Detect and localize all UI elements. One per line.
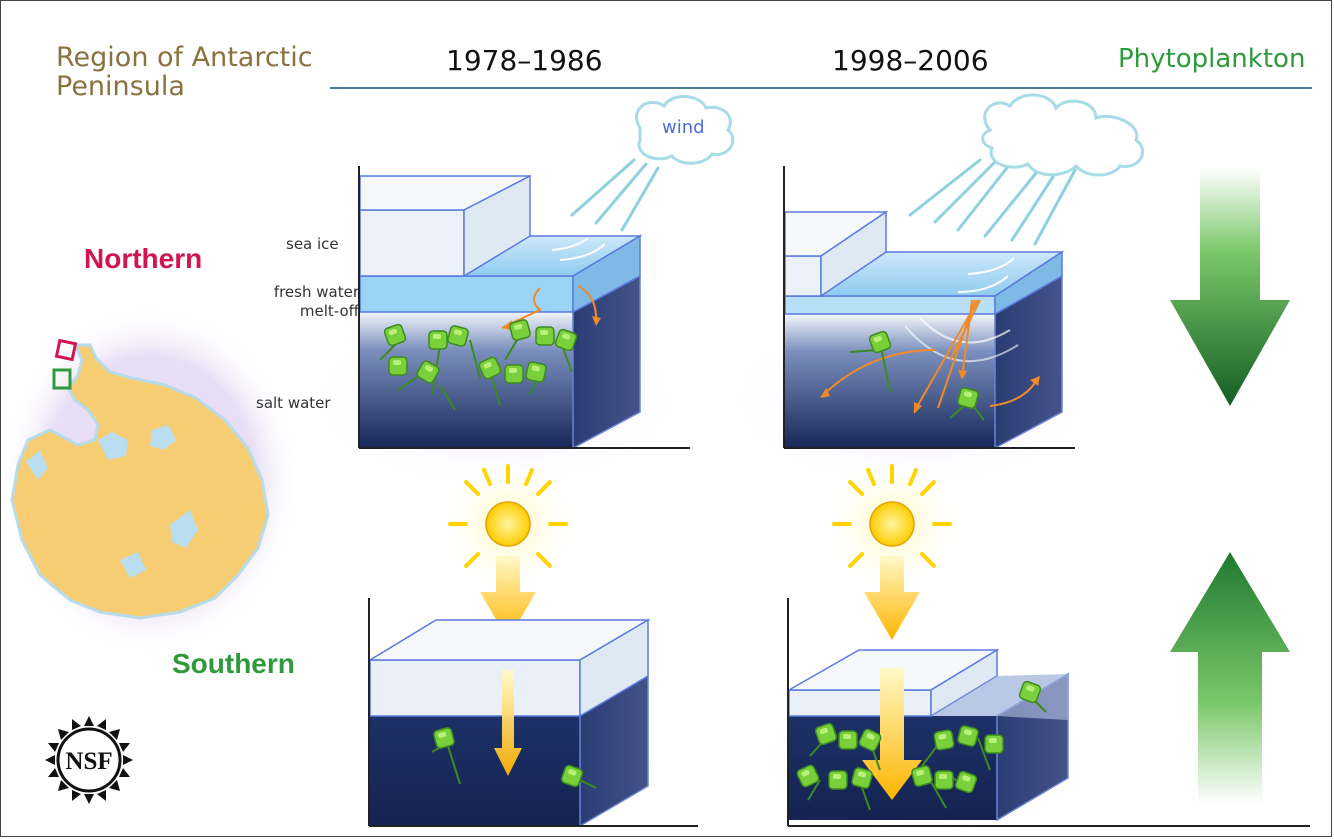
antarctica-map — [0, 305, 300, 655]
decrease-arrow-icon — [1170, 168, 1290, 406]
sunlight-arrow-1978 — [480, 556, 536, 640]
phytoplankton-heading: Phytoplankton — [1118, 44, 1306, 74]
cloud-icon — [635, 95, 735, 165]
svg-text:NSF: NSF — [65, 748, 112, 775]
southern-label: Southern — [172, 648, 295, 679]
region-title: Region of Antarctic Peninsula — [56, 42, 313, 102]
panel-northern-1998 — [725, 93, 1144, 490]
panel-southern-1978 — [367, 598, 698, 828]
fresh-water-label: fresh water melt-off — [273, 283, 359, 320]
nsf-logo-icon: NSF — [45, 716, 133, 804]
panel-southern-1998 — [755, 598, 1310, 839]
northern-label: Northern — [84, 243, 203, 274]
salt-water-label: salt water — [256, 394, 331, 412]
sea-ice-label: sea ice — [286, 235, 339, 253]
northern-region-marker — [54, 338, 78, 362]
southern-region-marker — [52, 368, 72, 390]
sunlight-arrow-1998 — [864, 556, 920, 640]
sun-icon — [438, 454, 578, 594]
increase-arrow-icon — [1170, 552, 1290, 804]
sun-icon-2 — [822, 454, 962, 594]
panel-northern-1978 — [305, 95, 735, 490]
large-cloud-icon — [981, 93, 1144, 177]
wind-label: wind — [662, 117, 705, 138]
period-1998-heading: 1998–2006 — [832, 44, 989, 77]
period-1978-heading: 1978–1986 — [446, 44, 603, 77]
